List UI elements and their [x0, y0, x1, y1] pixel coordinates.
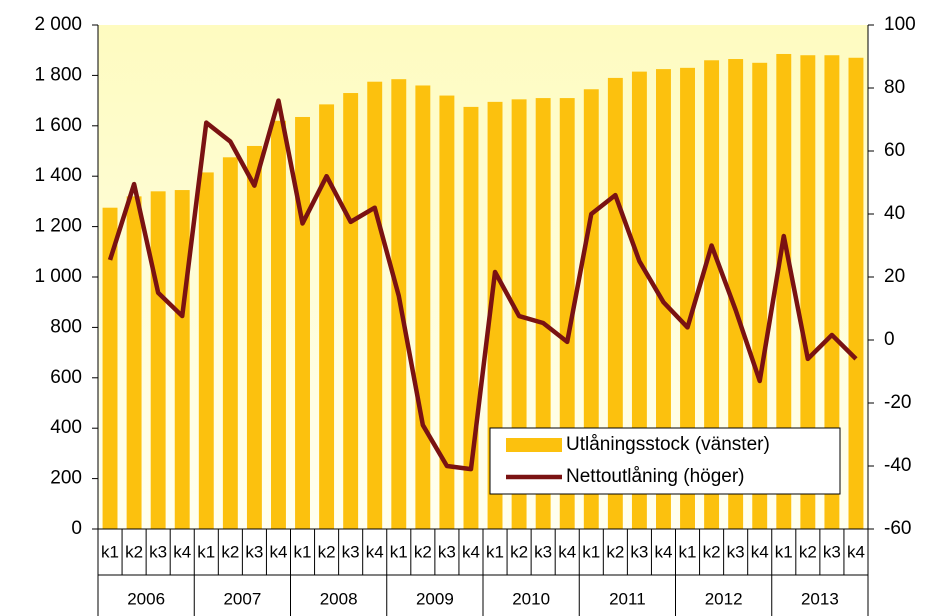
y-tick-label: 800	[50, 316, 82, 337]
bar	[800, 55, 816, 530]
legend-label: Utlåningsstock (vänster)	[566, 434, 770, 455]
y2-tick-label: 20	[884, 266, 905, 287]
x-tick-label: k3	[342, 542, 360, 561]
bar	[246, 145, 262, 529]
bar	[559, 98, 575, 529]
bar	[704, 60, 720, 529]
bar	[174, 190, 190, 529]
x-tick-label: k4	[558, 542, 576, 561]
x-tick-label: k4	[462, 542, 480, 561]
x-tick-label: k1	[390, 542, 408, 561]
x-tick-label: k3	[149, 542, 167, 561]
bar	[776, 53, 792, 529]
bar	[487, 101, 503, 530]
x-tick-label: k1	[582, 542, 600, 561]
y-tick-label: 200	[50, 468, 82, 489]
bar	[415, 85, 431, 529]
bar	[728, 59, 744, 530]
year-label: 2013	[801, 589, 839, 608]
y2-tick-label: 40	[884, 203, 905, 224]
x-tick-label: k2	[606, 542, 624, 561]
y-tick-label: 400	[50, 417, 82, 438]
y-tick-label: 1 200	[34, 216, 82, 237]
x-tick-label: k2	[510, 542, 528, 561]
bar	[824, 55, 840, 530]
x-tick-label: k4	[173, 542, 191, 561]
x-tick-label: k4	[847, 542, 865, 561]
x-tick-label: k3	[245, 542, 263, 561]
y-tick-label: 1 400	[34, 165, 82, 186]
y2-tick-label: -60	[884, 518, 911, 539]
bar	[631, 71, 647, 530]
bar	[367, 81, 383, 529]
x-tick-label: k4	[366, 542, 384, 561]
bar	[222, 157, 238, 530]
legend-label: Nettoutlåning (höger)	[566, 466, 745, 487]
bar	[319, 104, 335, 529]
x-tick-label: k2	[799, 542, 817, 561]
y2-tick-label: 100	[884, 14, 916, 35]
y-tick-label: 1 000	[34, 266, 82, 287]
y-tick-label: 0	[71, 518, 82, 539]
bar	[102, 207, 118, 529]
y2-tick-label: 60	[884, 140, 905, 161]
year-label: 2010	[512, 589, 550, 608]
bar	[271, 120, 286, 529]
x-tick-label: k4	[654, 542, 672, 561]
x-tick-label: k1	[775, 542, 793, 561]
bar	[295, 116, 310, 529]
year-label: 2006	[127, 589, 165, 608]
year-label: 2007	[223, 589, 261, 608]
y-tick-label: 600	[50, 367, 82, 388]
x-tick-label: k2	[414, 542, 432, 561]
legend-swatch	[506, 438, 562, 452]
bar	[439, 95, 455, 529]
x-tick-label: k2	[703, 542, 721, 561]
bar	[150, 191, 166, 529]
bar	[607, 77, 623, 530]
y2-tick-label: 0	[884, 329, 895, 350]
x-tick-label: k2	[318, 542, 336, 561]
bar	[680, 67, 695, 529]
x-tick-label: k1	[679, 542, 697, 561]
y2-tick-label: -20	[884, 392, 911, 413]
y-tick-label: 2 000	[34, 14, 82, 35]
x-tick-label: k1	[294, 542, 312, 561]
x-tick-label: k1	[486, 542, 504, 561]
bar	[343, 93, 359, 529]
x-tick-label: k3	[534, 542, 552, 561]
line	[107, 98, 858, 472]
y2-tick-label: 80	[884, 77, 905, 98]
year-label: 2011	[609, 589, 646, 608]
x-tick-label: k1	[197, 542, 215, 561]
x-tick-label: k3	[727, 542, 745, 561]
y-tick-label: 1 600	[34, 115, 82, 136]
bar	[198, 172, 214, 530]
x-tick-label: k3	[438, 542, 456, 561]
bar	[848, 57, 864, 529]
y2-tick-label: -40	[884, 455, 911, 476]
y-tick-label: 1 800	[34, 64, 82, 85]
x-tick-label: k3	[630, 542, 648, 561]
x-tick-label: k2	[125, 542, 143, 561]
bar	[583, 89, 599, 529]
x-tick-label: k1	[101, 542, 119, 561]
x-tick-label: k3	[823, 542, 841, 561]
year-label: 2008	[320, 589, 358, 608]
x-tick-label: k2	[221, 542, 239, 561]
bar	[126, 196, 142, 530]
x-tick-label: k4	[269, 542, 287, 561]
year-label: 2012	[705, 589, 743, 608]
year-label: 2009	[416, 589, 454, 608]
x-tick-label: k4	[751, 542, 769, 561]
bar	[535, 98, 551, 529]
bar	[752, 62, 768, 530]
